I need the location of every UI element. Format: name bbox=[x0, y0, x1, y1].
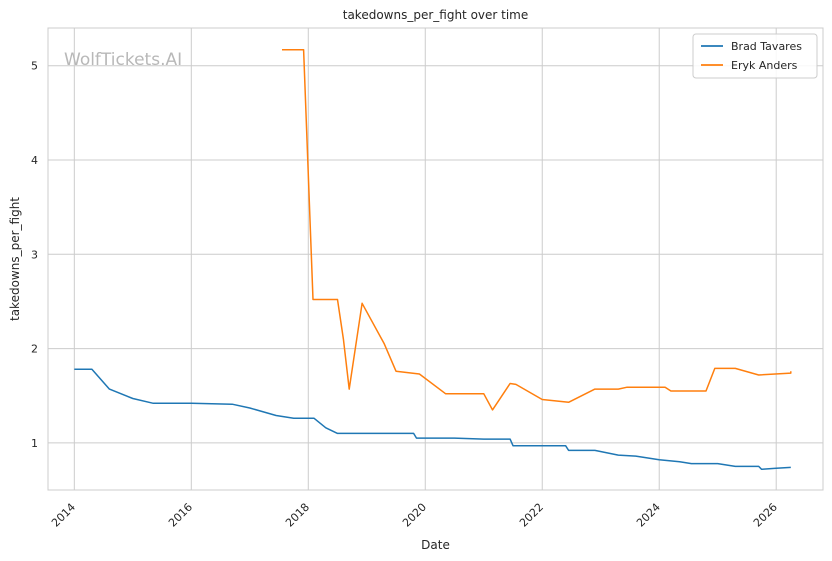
chart-title: takedowns_per_fight over time bbox=[343, 8, 529, 22]
legend-box bbox=[692, 33, 818, 79]
y-tick-label: 3 bbox=[31, 248, 38, 261]
y-axis-label: takedowns_per_fight bbox=[8, 197, 22, 321]
x-axis-label: Date bbox=[421, 538, 450, 552]
legend: Brad Tavares Eryk Anders bbox=[692, 33, 818, 79]
series-layer bbox=[74, 48, 792, 471]
y-tick-label: 2 bbox=[31, 343, 38, 356]
y-tick-label: 5 bbox=[31, 60, 38, 73]
series-line-eryk-anders bbox=[282, 48, 792, 411]
plot-area bbox=[47, 27, 824, 491]
watermark: WolfTickets.AI bbox=[64, 50, 182, 70]
series-line-brad-tavares bbox=[74, 368, 791, 471]
legend-entry: Brad Tavares bbox=[731, 40, 802, 53]
y-tick-label: 1 bbox=[31, 437, 38, 450]
legend-entry: Eryk Anders bbox=[731, 59, 798, 72]
y-tick-label: 4 bbox=[31, 154, 38, 167]
grid-lines bbox=[48, 28, 823, 490]
y-axis-ticks: 1 2 3 4 5 bbox=[31, 60, 38, 450]
